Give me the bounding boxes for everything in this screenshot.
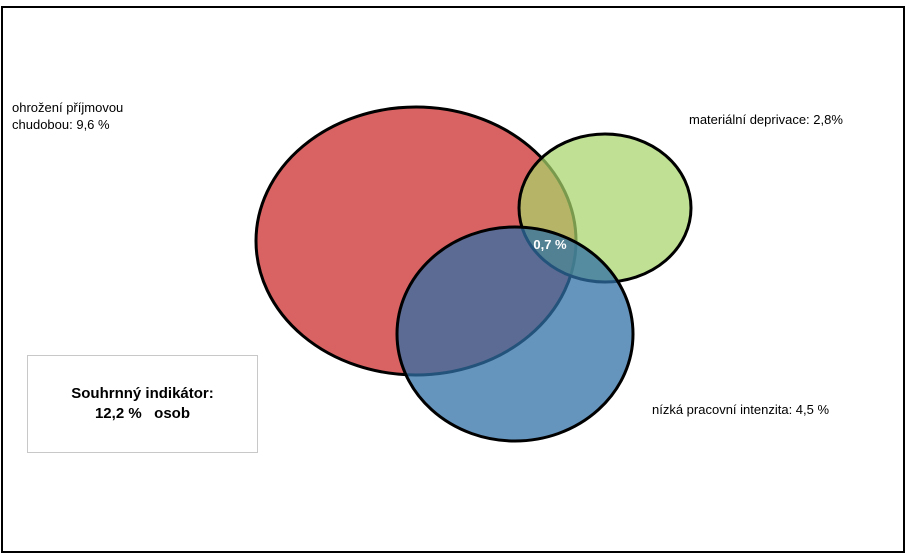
work-intensity-circle	[395, 225, 635, 443]
deprivation-label: materiální deprivace: 2,8%	[689, 112, 843, 127]
poverty-label-line2: chudobou: 9,6 %	[12, 117, 110, 132]
poverty-label: ohrožení příjmovou chudobou: 9,6 %	[12, 99, 123, 133]
summary-indicator-box: Souhrnný indikátor: 12,2 % osob	[27, 355, 258, 453]
summary-title: Souhrnný indikátor:	[71, 385, 214, 402]
intersection-label: 0,7 %	[533, 237, 567, 252]
poverty-label-line1: ohrožení příjmovou	[12, 100, 124, 115]
summary-value: 12,2 % osob	[94, 405, 191, 422]
work-intensity-label: nízká pracovní intenzita: 4,5 %	[652, 402, 830, 417]
